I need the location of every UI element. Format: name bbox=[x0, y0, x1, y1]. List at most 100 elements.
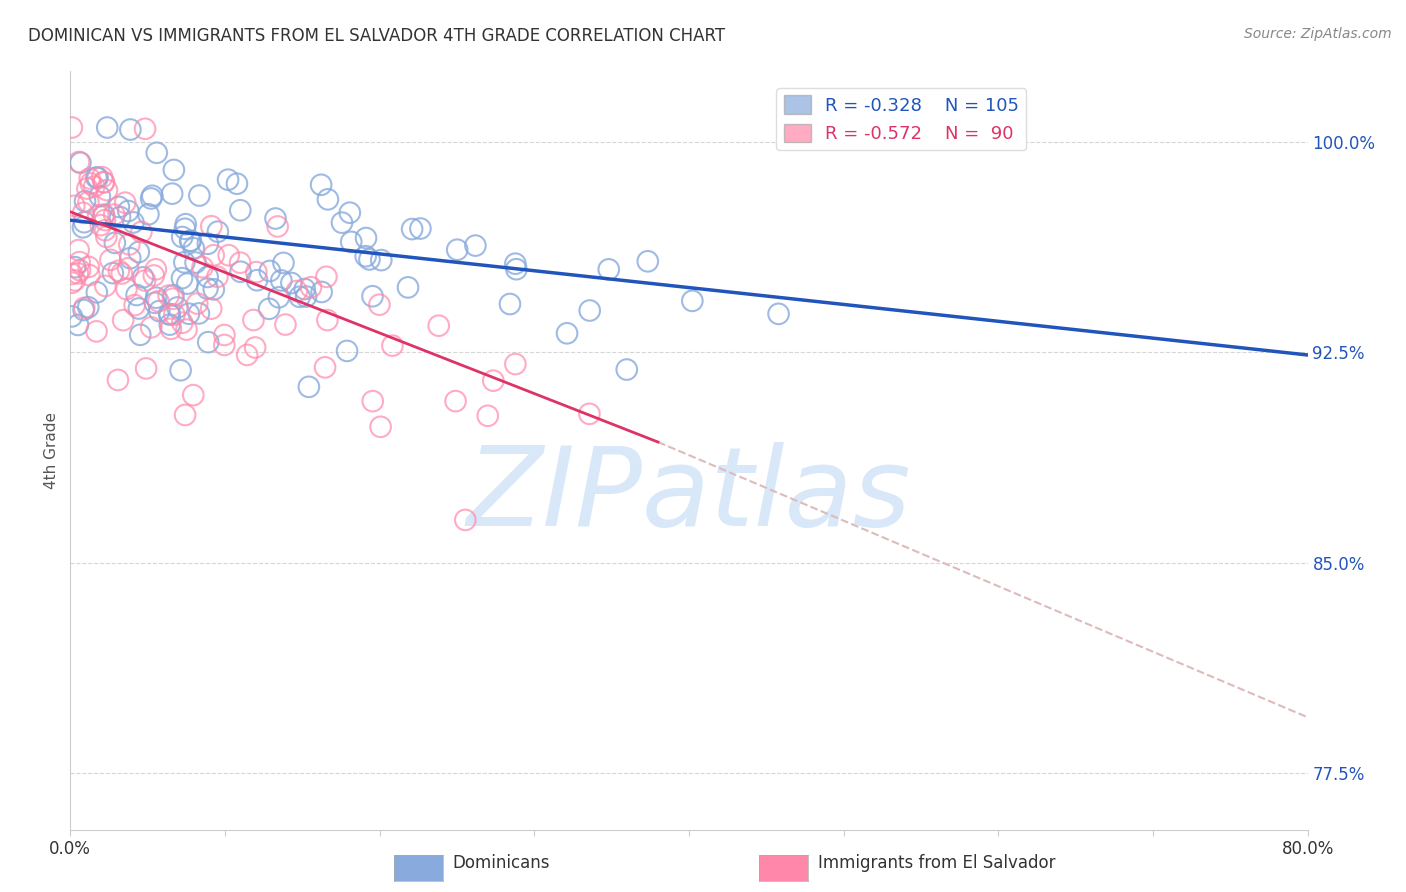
Point bbox=[446, 243, 468, 257]
Point bbox=[316, 313, 339, 327]
Point bbox=[160, 186, 183, 201]
Point bbox=[129, 327, 152, 342]
Point bbox=[236, 348, 259, 362]
Point bbox=[637, 254, 659, 268]
Point bbox=[202, 282, 225, 296]
Point bbox=[93, 209, 115, 223]
Point bbox=[229, 203, 252, 218]
Point bbox=[401, 222, 423, 236]
Point bbox=[69, 155, 91, 169]
Point bbox=[73, 194, 96, 209]
Point bbox=[86, 285, 108, 300]
Point bbox=[173, 221, 195, 235]
Point bbox=[454, 513, 477, 527]
Point bbox=[499, 297, 522, 311]
Text: Immigrants from El Salvador: Immigrants from El Salvador bbox=[818, 855, 1056, 872]
Text: Source: ZipAtlas.com: Source: ZipAtlas.com bbox=[1244, 27, 1392, 41]
Point bbox=[246, 273, 269, 287]
Point bbox=[107, 373, 129, 387]
Point bbox=[177, 307, 200, 321]
Point bbox=[72, 220, 94, 235]
Point bbox=[299, 280, 322, 294]
Point bbox=[79, 171, 101, 186]
Point bbox=[132, 270, 155, 285]
Point bbox=[505, 257, 527, 271]
Point bbox=[122, 215, 145, 229]
Point bbox=[214, 328, 236, 343]
Point bbox=[207, 225, 229, 239]
Point bbox=[141, 188, 163, 202]
Legend: R = -0.328    N = 105, R = -0.572    N =  90: R = -0.328 N = 105, R = -0.572 N = 90 bbox=[776, 88, 1026, 150]
Point bbox=[118, 237, 141, 252]
Point bbox=[197, 335, 219, 350]
Point bbox=[120, 251, 142, 265]
Point bbox=[145, 291, 167, 305]
Point bbox=[555, 326, 578, 341]
Point bbox=[131, 225, 153, 239]
Text: ZIPatlas: ZIPatlas bbox=[467, 442, 911, 549]
Point bbox=[361, 394, 384, 409]
Point bbox=[274, 318, 297, 332]
Point bbox=[245, 265, 267, 279]
Point bbox=[207, 269, 229, 284]
Point bbox=[143, 295, 166, 310]
Point bbox=[578, 303, 600, 318]
Point bbox=[505, 357, 527, 371]
Point bbox=[124, 298, 146, 312]
Point bbox=[285, 284, 308, 298]
Point bbox=[616, 362, 638, 376]
Point bbox=[114, 195, 136, 210]
Point bbox=[148, 304, 170, 318]
Point bbox=[101, 266, 124, 280]
Point bbox=[218, 248, 240, 262]
Point bbox=[67, 243, 90, 257]
Point bbox=[90, 218, 112, 232]
Point bbox=[91, 170, 114, 185]
Point bbox=[229, 265, 252, 279]
Point bbox=[141, 320, 163, 334]
Point bbox=[94, 279, 117, 293]
Point bbox=[60, 120, 83, 135]
Point bbox=[188, 188, 211, 202]
Point bbox=[162, 292, 184, 306]
Point bbox=[270, 273, 292, 287]
Point bbox=[264, 211, 287, 226]
Point bbox=[159, 308, 181, 322]
Point bbox=[77, 300, 100, 314]
Point bbox=[197, 282, 219, 296]
Point bbox=[172, 230, 194, 244]
Point bbox=[86, 170, 108, 185]
Point bbox=[226, 177, 249, 191]
Point bbox=[112, 313, 135, 327]
Point bbox=[166, 301, 188, 315]
Point bbox=[128, 244, 150, 259]
Point bbox=[217, 172, 239, 186]
Point bbox=[100, 252, 122, 267]
Point bbox=[176, 277, 198, 291]
Point bbox=[93, 207, 115, 221]
Point bbox=[266, 219, 288, 234]
Point bbox=[170, 271, 193, 285]
Point bbox=[96, 229, 118, 244]
Point bbox=[145, 262, 167, 277]
Point bbox=[77, 195, 100, 210]
Point bbox=[427, 318, 450, 333]
Point bbox=[294, 282, 316, 296]
Point bbox=[76, 181, 98, 195]
Point bbox=[186, 296, 208, 310]
Point bbox=[145, 145, 167, 160]
Point bbox=[60, 310, 83, 324]
Point bbox=[115, 282, 138, 296]
Point bbox=[280, 276, 302, 290]
Point bbox=[96, 183, 118, 197]
Point bbox=[169, 363, 191, 377]
Point bbox=[298, 380, 321, 394]
Point bbox=[89, 189, 111, 203]
Point bbox=[173, 255, 195, 269]
Point bbox=[316, 192, 339, 206]
Point bbox=[69, 263, 91, 277]
Point bbox=[163, 308, 186, 322]
Point bbox=[117, 204, 139, 219]
Point bbox=[505, 262, 527, 277]
Point bbox=[111, 267, 134, 281]
